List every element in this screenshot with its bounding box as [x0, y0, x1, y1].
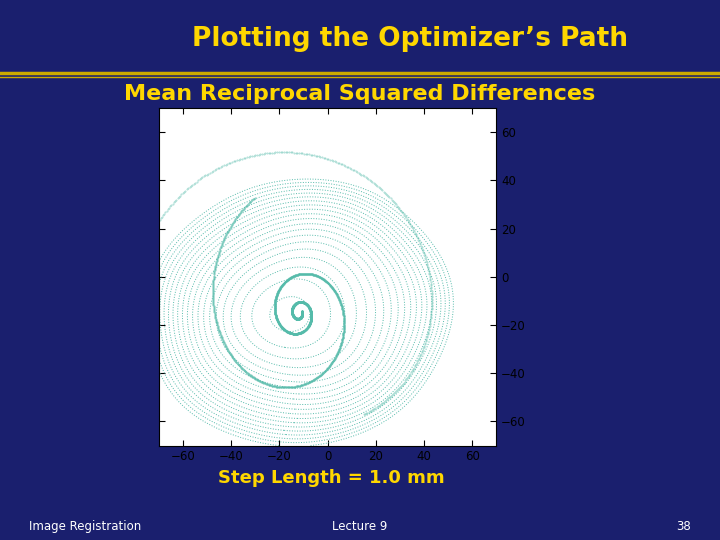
Text: Lecture 9: Lecture 9: [333, 520, 387, 533]
Text: Image Registration: Image Registration: [29, 520, 141, 533]
Text: Mean Reciprocal Squared Differences: Mean Reciprocal Squared Differences: [125, 84, 595, 105]
Text: Step Length = 1.0 mm: Step Length = 1.0 mm: [218, 469, 444, 487]
Text: 38: 38: [677, 520, 691, 533]
Text: Plotting the Optimizer’s Path: Plotting the Optimizer’s Path: [192, 26, 629, 52]
